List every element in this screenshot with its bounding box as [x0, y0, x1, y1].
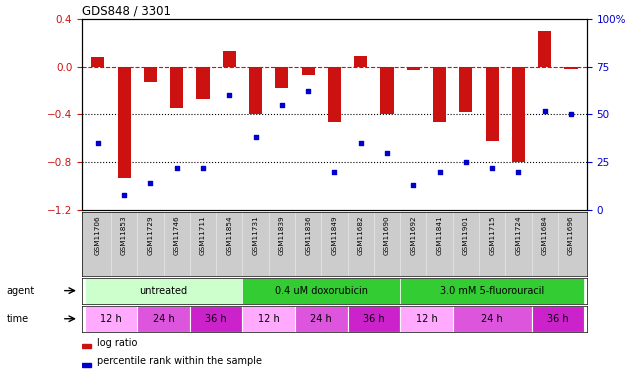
Text: 36 h: 36 h — [547, 314, 569, 324]
Bar — [85, 306, 137, 332]
Bar — [82, 344, 91, 348]
Text: GSM11853: GSM11853 — [121, 215, 127, 255]
Bar — [223, 51, 236, 67]
Point — [382, 150, 392, 156]
Text: GSM11682: GSM11682 — [358, 215, 363, 255]
Text: GSM11715: GSM11715 — [489, 215, 495, 255]
Text: GSM11706: GSM11706 — [95, 215, 101, 255]
Bar — [242, 306, 295, 332]
Bar — [137, 306, 190, 332]
Bar — [486, 67, 498, 141]
Text: GSM11724: GSM11724 — [516, 215, 521, 255]
Text: GSM11729: GSM11729 — [148, 215, 153, 255]
Text: 36 h: 36 h — [363, 314, 385, 324]
Text: percentile rank within the sample: percentile rank within the sample — [97, 356, 262, 366]
Text: GSM11901: GSM11901 — [463, 215, 469, 255]
Bar — [170, 67, 183, 108]
Bar — [117, 67, 131, 178]
Text: GSM11711: GSM11711 — [200, 215, 206, 255]
Bar — [452, 306, 531, 332]
Point — [277, 102, 287, 108]
Text: GSM11684: GSM11684 — [542, 215, 548, 255]
Text: 0.4 uM doxorubicin: 0.4 uM doxorubicin — [274, 286, 368, 296]
Point — [145, 180, 155, 186]
Point — [119, 192, 129, 198]
Text: 3.0 mM 5-fluorouracil: 3.0 mM 5-fluorouracil — [440, 286, 545, 296]
Point — [224, 92, 234, 98]
Text: GSM11836: GSM11836 — [305, 215, 311, 255]
Bar — [407, 67, 420, 70]
Bar — [531, 306, 584, 332]
Text: 24 h: 24 h — [481, 314, 503, 324]
Bar — [190, 306, 242, 332]
Bar — [400, 306, 452, 332]
Text: GSM11692: GSM11692 — [410, 215, 416, 255]
Bar — [354, 56, 367, 67]
Text: GSM11849: GSM11849 — [331, 215, 338, 255]
Text: GSM11690: GSM11690 — [384, 215, 390, 255]
Bar — [380, 67, 394, 114]
Point — [198, 165, 208, 171]
Point — [435, 169, 445, 175]
Point — [356, 140, 366, 146]
Text: GDS848 / 3301: GDS848 / 3301 — [82, 4, 171, 18]
Bar — [144, 67, 157, 82]
Bar — [275, 67, 288, 88]
Point — [251, 134, 261, 140]
Text: 24 h: 24 h — [310, 314, 332, 324]
Bar — [348, 306, 400, 332]
Bar — [82, 363, 91, 367]
Point — [540, 108, 550, 114]
Bar — [302, 67, 315, 75]
Point — [566, 111, 576, 117]
Text: 12 h: 12 h — [416, 314, 437, 324]
Bar — [196, 67, 209, 99]
Text: untreated: untreated — [139, 286, 187, 296]
Bar — [91, 57, 104, 67]
Bar — [459, 67, 473, 112]
Point — [303, 88, 313, 94]
Bar — [328, 67, 341, 122]
Bar — [85, 278, 242, 304]
Point — [487, 165, 497, 171]
Text: time: time — [6, 314, 28, 324]
Text: 12 h: 12 h — [100, 314, 122, 324]
Text: 36 h: 36 h — [205, 314, 227, 324]
Bar — [538, 31, 551, 67]
Text: GSM11731: GSM11731 — [252, 215, 259, 255]
Point — [93, 140, 103, 146]
Point — [408, 182, 418, 188]
Point — [172, 165, 182, 171]
Text: log ratio: log ratio — [97, 338, 138, 348]
Text: GSM11746: GSM11746 — [174, 215, 180, 255]
Text: GSM11839: GSM11839 — [279, 215, 285, 255]
Bar — [295, 306, 348, 332]
Bar — [400, 278, 584, 304]
Text: GSM11696: GSM11696 — [568, 215, 574, 255]
Text: 12 h: 12 h — [258, 314, 280, 324]
Bar — [249, 67, 262, 114]
Bar — [565, 67, 577, 69]
Point — [329, 169, 339, 175]
Text: GSM11854: GSM11854 — [227, 215, 232, 255]
Point — [514, 169, 524, 175]
Point — [461, 159, 471, 165]
Bar — [242, 278, 400, 304]
Text: GSM11841: GSM11841 — [437, 215, 442, 255]
Text: 24 h: 24 h — [153, 314, 174, 324]
Text: agent: agent — [6, 286, 35, 296]
Bar — [512, 67, 525, 162]
Bar — [433, 67, 446, 122]
